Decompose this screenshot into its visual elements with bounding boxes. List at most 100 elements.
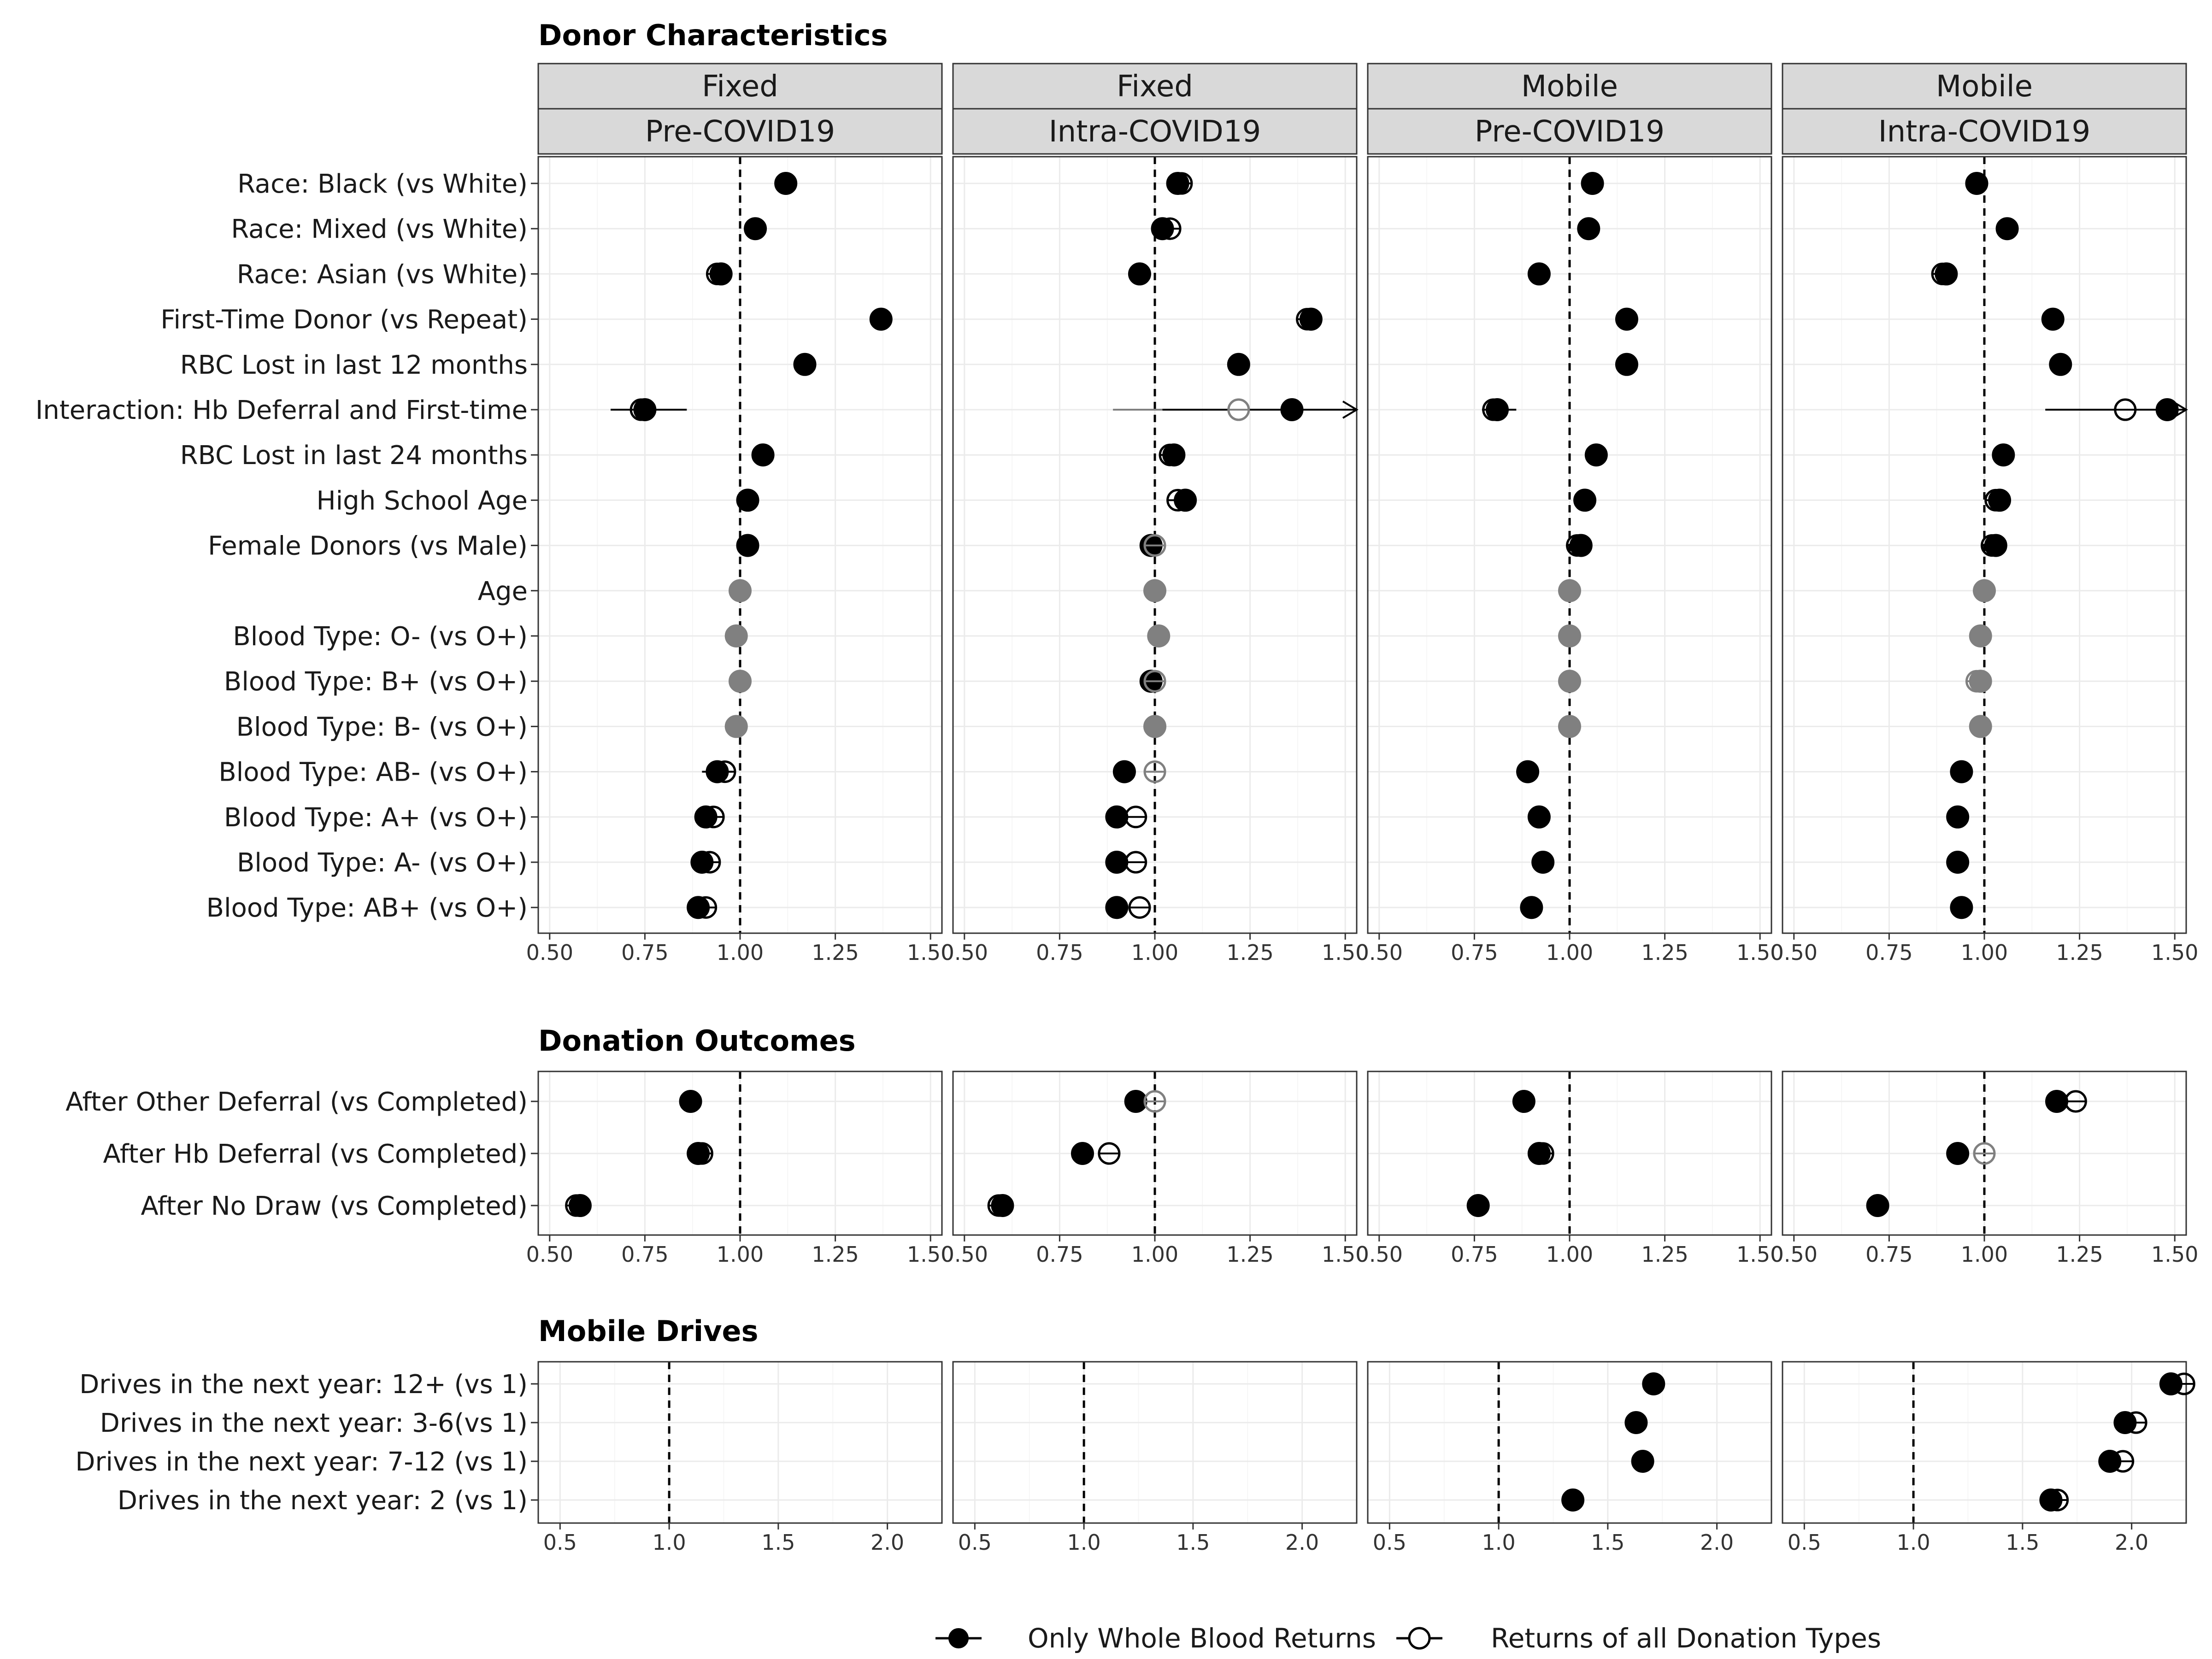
x-tick-label: 1.25 [1226, 940, 1273, 965]
panel-background [1782, 1361, 2187, 1524]
strip-site [1782, 63, 2187, 110]
row-label: Race: Mixed (vs White) [231, 214, 528, 244]
panel-1: 0.5 1.0 1.5 2.0 [537, 1361, 943, 1555]
section-donation-outcomes: Donation Outcomes After Other Deferral (v… [65, 1024, 2198, 1267]
point-whole-blood [1105, 805, 1129, 829]
strip-site-label: Fixed [702, 70, 778, 104]
panel-border [1782, 1361, 2187, 1524]
x-tick-label: 0.75 [1451, 940, 1498, 965]
point-whole-blood [1071, 1142, 1094, 1165]
x-tick-label: 0.50 [526, 1242, 573, 1267]
x-tick-label: 0.50 [1356, 940, 1403, 965]
x-tick-label: 1.00 [1131, 940, 1178, 965]
panel-3: Mobile Pre-COVID19 0.50 0.75 1.00 1.25 1.50 [1356, 63, 1783, 965]
row-label: Drives in the next year: 12+ (vs 1) [79, 1370, 528, 1400]
row-label: Age [478, 577, 528, 606]
panel-1: Fixed Pre-COVID19 0.50 0.75 1.00 1.25 1.50 [526, 63, 954, 965]
x-tick-label: 1.50 [1736, 940, 1783, 965]
panel-border [1782, 156, 2187, 934]
x-tick-label: 1.5 [1176, 1530, 1210, 1555]
x-tick-label: 0.5 [543, 1530, 577, 1555]
ci-arrow [1342, 400, 1359, 419]
x-tick-label: 1.00 [1546, 1242, 1593, 1267]
x-tick-label: 1.25 [1641, 940, 1688, 965]
panel-border [952, 156, 1358, 934]
row-label: Race: Asian (vs White) [237, 259, 528, 289]
x-tick-label: 1.0 [1482, 1530, 1516, 1555]
point-whole-blood [1280, 398, 1304, 421]
panel-3: 0.5 1.0 1.5 2.0 [1367, 1361, 1772, 1555]
panel-border [537, 156, 943, 934]
x-tick-label: 0.75 [1451, 1242, 1498, 1267]
x-tick-label: 0.5 [958, 1530, 992, 1555]
row-label: Blood Type: O- (vs O+) [233, 622, 528, 652]
x-tick-label: 0.50 [1771, 1242, 1818, 1267]
strip-period-label: Intra-COVID19 [1878, 115, 2090, 149]
x-tick-label: 2.0 [2115, 1530, 2148, 1555]
x-tick-label: 0.50 [1356, 1242, 1403, 1267]
strip-period-label: Intra-COVID19 [1049, 115, 1261, 149]
panel-border [1367, 1071, 1772, 1236]
x-tick-label: 1.50 [2151, 940, 2198, 965]
x-tick-label: 2.0 [1700, 1530, 1734, 1555]
x-tick-label: 1.0 [653, 1530, 686, 1555]
panel-background [952, 1361, 1358, 1524]
section-title: Mobile Drives [538, 1314, 758, 1348]
x-tick-label: 0.75 [621, 1242, 668, 1267]
row-label: High School Age [316, 486, 528, 516]
point-whole-blood [2045, 1090, 2069, 1113]
x-tick-label: 1.00 [1546, 940, 1593, 965]
row-label: Blood Type: A+ (vs O+) [224, 803, 528, 833]
x-tick-label: 1.00 [1131, 1242, 1178, 1267]
x-tick-label: 2.0 [871, 1530, 904, 1555]
x-tick-label: 1.25 [2056, 1242, 2103, 1267]
strip-period [1782, 108, 2187, 155]
point-whole-blood [1946, 1142, 1970, 1165]
legend-whole-blood-label: Only Whole Blood Returns [1028, 1623, 1376, 1654]
row-label: Blood Type: B- (vs O+) [236, 712, 528, 742]
row-label: Interaction: Hb Deferral and First-time [35, 395, 528, 425]
panel-2: Fixed Intra-COVID19 0.50 0.75 1.00 1.25 1.50 [941, 63, 1369, 965]
point-whole-blood [1124, 1090, 1147, 1113]
x-tick-label: 0.75 [621, 940, 668, 965]
legend: Only Whole Blood Returns Returns of all … [935, 1623, 1881, 1654]
row-label: Blood Type: A- (vs O+) [237, 848, 528, 878]
row-label: Drives in the next year: 2 (vs 1) [118, 1486, 528, 1516]
point-whole-blood [1105, 896, 1129, 919]
panel-1: 0.50 0.75 1.00 1.25 1.50 [526, 1071, 954, 1267]
strip-period [952, 108, 1358, 155]
row-label: Drives in the next year: 7-12 (vs 1) [75, 1447, 528, 1477]
panel-2: 0.50 0.75 1.00 1.25 1.50 [941, 1071, 1369, 1267]
panel-border [1367, 1361, 1772, 1524]
panel-border [537, 1071, 943, 1236]
x-tick-label: 0.50 [941, 1242, 988, 1267]
strip-period [537, 108, 943, 155]
strip-period [1367, 108, 1772, 155]
x-tick-label: 1.50 [1322, 1242, 1369, 1267]
panel-4: 0.50 0.75 1.00 1.25 1.50 [1771, 1071, 2198, 1267]
x-tick-label: 2.0 [1285, 1530, 1319, 1555]
x-tick-label: 1.00 [1961, 1242, 2008, 1267]
row-label: After No Draw (vs Completed) [141, 1191, 528, 1221]
x-tick-label: 1.50 [907, 940, 954, 965]
panel-3: 0.50 0.75 1.00 1.25 1.50 [1356, 1071, 1783, 1267]
x-tick-label: 1.5 [1591, 1530, 1624, 1555]
x-tick-label: 1.25 [812, 1242, 859, 1267]
x-tick-label: 0.50 [941, 940, 988, 965]
section-title: Donation Outcomes [538, 1024, 856, 1058]
section-donor-characteristics: Donor Characteristics Race: Black (vs Whi… [35, 18, 2199, 965]
x-tick-label: 0.50 [1771, 940, 1818, 965]
x-tick-label: 1.50 [2151, 1242, 2198, 1267]
section-mobile-drives: Mobile Drives Drives in the next year: 12… [75, 1314, 2195, 1555]
x-tick-label: 1.50 [1736, 1242, 1783, 1267]
row-label: Blood Type: AB+ (vs O+) [206, 893, 528, 923]
point-whole-blood [1105, 851, 1129, 874]
x-tick-label: 1.25 [2056, 940, 2103, 965]
x-tick-label: 0.5 [1373, 1530, 1406, 1555]
point-whole-blood [1112, 760, 1136, 783]
point-whole-blood [2155, 398, 2179, 421]
legend-all-types-symbol [1408, 1627, 1431, 1650]
panel-border [1782, 1071, 2187, 1236]
row-label: Race: Black (vs White) [237, 169, 528, 199]
